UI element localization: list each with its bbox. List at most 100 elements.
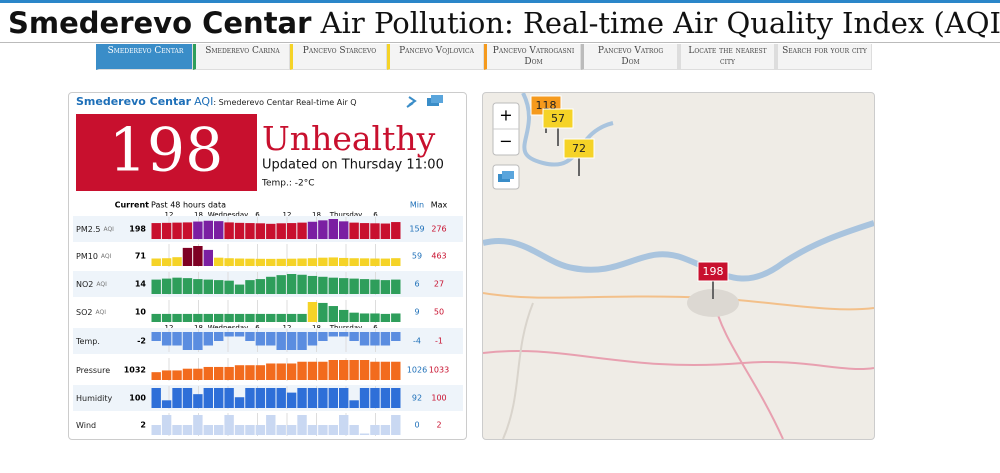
updated: Updated on Thursday 11:00	[262, 158, 444, 173]
history-bar	[255, 313, 266, 322]
row-name: PM2.5 AQI	[76, 225, 114, 234]
history-bar	[214, 388, 224, 408]
nav-tab[interactable]: Locate the nearest city	[678, 44, 775, 70]
nav-tab[interactable]: Search for your city	[775, 44, 872, 70]
zoom-in[interactable]: +	[499, 106, 512, 125]
history-bar	[234, 222, 245, 239]
history-bar	[391, 332, 401, 341]
history-bar	[349, 258, 359, 266]
history-bar	[391, 388, 401, 408]
aqi-value: 198	[109, 116, 224, 186]
history-bar	[359, 332, 370, 346]
time-label: 12	[283, 211, 292, 219]
river	[483, 220, 874, 282]
history-bar	[391, 222, 401, 239]
row-min: -4	[413, 337, 421, 346]
history-bar	[203, 313, 213, 322]
nav: Smederevo Centar Smederevo Carina Pancevo …	[96, 44, 872, 70]
marker	[563, 138, 595, 159]
history-bar	[276, 363, 286, 380]
zoom-out[interactable]: −	[499, 132, 512, 151]
history-bar	[380, 280, 391, 294]
history-bar	[151, 313, 161, 322]
history-bar	[318, 425, 328, 435]
history-bar	[182, 222, 193, 239]
nav-tab[interactable]: Pancevo Vatrog Dom	[581, 44, 678, 70]
history-bar	[245, 280, 255, 294]
history-bar	[266, 363, 276, 380]
history-bar	[193, 415, 203, 435]
history-bar	[380, 313, 391, 322]
history-bar	[380, 223, 391, 239]
history-bar	[370, 361, 380, 380]
history-bar	[286, 425, 297, 435]
marker-label: 57	[551, 112, 565, 125]
page-title: Smederevo Centar Air Pollution: Real-tim…	[8, 4, 1000, 42]
nav-tab[interactable]: Pancevo Vatrogasni Dom	[484, 44, 581, 70]
history-bar	[328, 277, 338, 294]
history-bar	[339, 257, 349, 266]
row-min: 159	[409, 225, 424, 234]
nav-tab[interactable]: Pancevo Vojlovica	[387, 44, 484, 70]
history-bar	[193, 394, 203, 408]
nav-tab[interactable]: Smederevo Carina	[193, 44, 290, 70]
layer-icon	[502, 171, 514, 179]
row-label: SO2	[76, 308, 92, 317]
history-bar	[318, 276, 328, 294]
town	[687, 289, 739, 317]
history-bar	[182, 313, 193, 322]
row-current: 2	[140, 421, 146, 430]
history-bar	[266, 388, 276, 408]
aqi-box	[76, 114, 257, 191]
row-current: 198	[129, 225, 146, 234]
history-bar	[234, 284, 245, 294]
history-bar	[297, 222, 307, 239]
history-bar	[151, 425, 161, 435]
history-bar	[161, 258, 172, 266]
history-bar	[182, 332, 193, 350]
history-bar	[339, 309, 349, 322]
marker	[542, 108, 574, 129]
road	[712, 297, 784, 439]
divider	[0, 42, 1000, 43]
time-label: 12	[165, 211, 174, 219]
history-bar	[339, 332, 349, 337]
nav-tab[interactable]: Pancevo Starcevo	[290, 44, 387, 70]
temperature: Temp.: -2°C	[261, 179, 315, 189]
history-bar	[245, 332, 255, 341]
marker	[697, 261, 729, 282]
history-bar	[266, 332, 276, 346]
history-bar	[391, 279, 401, 294]
history-bar	[224, 415, 234, 435]
row-min: 1026	[407, 366, 427, 375]
history-bar	[203, 332, 213, 346]
nav-tab[interactable]: Smederevo Centar	[96, 44, 193, 70]
row-current: 100	[129, 394, 146, 403]
time-label: Thursday	[329, 211, 363, 219]
history-bar	[318, 220, 328, 239]
history-bar	[307, 302, 318, 322]
history-bar	[370, 425, 380, 435]
history-bar	[161, 415, 172, 435]
history-bar	[255, 365, 266, 380]
history-bar	[193, 332, 203, 350]
history-bar	[214, 366, 224, 380]
history-bar	[203, 388, 213, 408]
history-bar	[266, 223, 276, 239]
history-bar	[151, 332, 161, 341]
row-label: Temp.	[75, 337, 100, 346]
row-unit: AQI	[103, 226, 114, 233]
history-bar	[318, 257, 328, 266]
map[interactable]: + − 118 57 72 198	[482, 92, 875, 440]
history-bar	[224, 388, 234, 408]
row-label: Humidity	[76, 394, 113, 403]
history-bar	[339, 360, 349, 380]
history-bar	[339, 415, 349, 435]
history-bar	[297, 258, 307, 266]
history-bar	[391, 313, 401, 322]
history-bar	[380, 361, 391, 380]
history-bar	[297, 415, 307, 435]
row-label: PM10	[76, 252, 98, 261]
history-bar	[380, 258, 391, 266]
row-name: PM10 AQI	[76, 252, 112, 261]
